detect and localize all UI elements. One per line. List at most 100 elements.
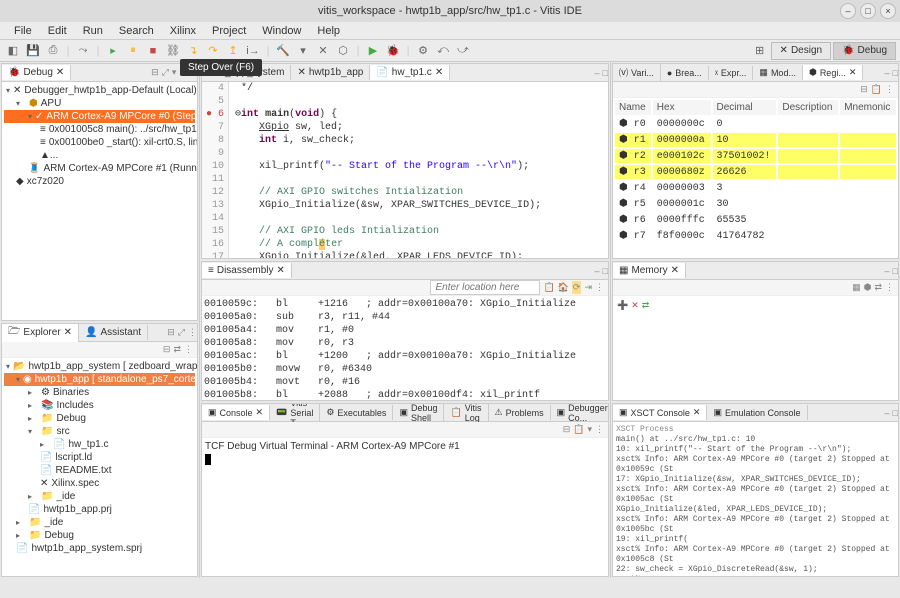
step-over-icon[interactable]: ↷ — [204, 42, 222, 60]
tool-icon[interactable]: 📋 — [543, 282, 554, 293]
tree-item[interactable]: ▾📁 src — [4, 425, 195, 438]
disassembly-line[interactable]: 001005a0: sub r3, r11, #44 — [204, 311, 606, 324]
register-row[interactable]: ⬢ r50000001c30 — [615, 197, 896, 211]
minimize-button[interactable]: ‒ — [840, 3, 856, 19]
instruction-step-icon[interactable]: i→ — [244, 42, 262, 60]
disassembly-line[interactable]: 001005b8: bl +2088 ; addr=0x00100df4: xi… — [204, 389, 606, 400]
maximize-icon[interactable]: □ — [893, 68, 898, 78]
tool-icon[interactable]: ⇄ — [874, 282, 882, 293]
tool-icon[interactable]: ⬢ — [864, 282, 872, 293]
register-row[interactable]: ⬢ r4000000033 — [615, 181, 896, 195]
menu-xilinx[interactable]: Xilinx — [162, 24, 204, 37]
tree-more[interactable]: ▲... — [4, 149, 195, 162]
tree-item[interactable]: ▾✕ Debugger_hwtp1b_app-Default (Local) — [4, 84, 195, 97]
design-perspective[interactable]: ✕ Design — [771, 42, 832, 60]
variables-tab[interactable]: ⒱ Vari... — [613, 64, 661, 81]
register-row[interactable]: ⬢ r30000680z26626 — [615, 165, 896, 179]
disassembly-line[interactable]: 0010059c: bl +1216 ; addr=0x00100a70: XG… — [204, 298, 606, 311]
tool-icon[interactable]: ⊟ — [563, 424, 571, 435]
disconnect-icon[interactable]: ⛓ — [164, 42, 182, 60]
tool-icon[interactable]: ◧ — [4, 42, 22, 60]
open-perspective-icon[interactable]: ⊞ — [751, 42, 769, 60]
tree-item[interactable]: ▸📁 _ide — [4, 490, 195, 503]
registers-table[interactable]: NameHexDecimalDescriptionMnemonic ⬢ r000… — [613, 98, 898, 245]
view-menu-icon[interactable]: ⋮ — [184, 344, 193, 355]
tool-icon[interactable]: ⇥ — [584, 282, 592, 293]
menu-edit[interactable]: Edit — [40, 24, 75, 37]
code-editor[interactable]: 45● 678910111213141516171819202122→23 24… — [202, 82, 608, 258]
emulation-console-tab[interactable]: ▣ Emulation Console — [707, 405, 807, 420]
disassembly-line[interactable]: 001005a8: mov r0, r3 — [204, 337, 606, 350]
maximize-icon[interactable]: □ — [603, 68, 608, 78]
minimize-icon[interactable]: ‒ — [595, 68, 600, 78]
close-button[interactable]: × — [880, 3, 896, 19]
breakpoints-tab[interactable]: ● Brea... — [661, 66, 709, 80]
view-menu-icon[interactable]: ⋮ — [595, 282, 604, 293]
expressions-tab[interactable]: ᵡ Expr... — [709, 66, 754, 80]
assistant-tab[interactable]: 👤 Assistant — [79, 325, 148, 340]
disassembly-line[interactable]: 001005b0: movw r0, #6340 — [204, 363, 606, 376]
register-row[interactable]: ⬢ r10000000a10 — [615, 133, 896, 147]
step-return-icon[interactable]: ↥ — [224, 42, 242, 60]
tool-icon[interactable]: 📋 — [871, 84, 882, 95]
menu-search[interactable]: Search — [111, 24, 162, 37]
stack-frame[interactable]: ≡ 0x00100be0 _start(): xil-crt0.S, line … — [4, 136, 195, 149]
link-icon[interactable]: ⇄ — [173, 344, 181, 355]
tool-icon[interactable]: ⤺ — [434, 42, 452, 60]
minimize-icon[interactable]: ‒ — [885, 266, 890, 276]
registers-tab[interactable]: ⬢ Regi... ✕ — [803, 65, 863, 80]
modules-tab[interactable]: ▦ Mod... — [753, 65, 803, 80]
tree-item[interactable]: ◆ xc7z020 — [4, 175, 195, 188]
tree-item[interactable]: ▾⬢ APU — [4, 97, 195, 110]
memory-tab[interactable]: ▦ Memory ✕ — [613, 263, 686, 278]
register-row[interactable]: ⬢ r60000fffc65535 — [615, 213, 896, 227]
disassembly-line[interactable]: 001005a4: mov r1, #0 — [204, 324, 606, 337]
tool-icon[interactable]: ⟳ — [572, 281, 582, 294]
skip-icon[interactable]: ⤳ — [74, 42, 92, 60]
disassembly-line[interactable]: 001005ac: bl +1200 ; addr=0x00100a70: XG… — [204, 350, 606, 363]
tool-icon[interactable]: ⊟ — [860, 84, 868, 95]
tool-icon[interactable]: ⚙ — [414, 42, 432, 60]
tree-item[interactable]: 📄 lscript.ld — [4, 451, 195, 464]
tab-tool-icon[interactable]: ⤢ — [162, 67, 169, 78]
tree-item[interactable]: 📄 hwtp1b_app_system.sprj — [4, 542, 195, 555]
tree-item-selected[interactable]: ▾✓ ARM Cortex-A9 MPCore #0 (Step Over) — [4, 110, 195, 123]
location-input[interactable] — [430, 280, 540, 295]
debug-icon[interactable]: 🐞 — [384, 42, 402, 60]
save-icon[interactable]: 💾 — [24, 42, 42, 60]
disassembly-tab[interactable]: ≡ Disassembly ✕ — [202, 263, 292, 278]
tool-icon[interactable]: ▾ — [294, 42, 312, 60]
stack-frame[interactable]: ≡ 0x001005c8 main(): ../src/hw_tp1.c, li… — [4, 123, 195, 136]
tab-tool-icon[interactable]: ⊟ — [151, 67, 159, 78]
xilinx-icon[interactable]: ✕ — [314, 42, 332, 60]
tab-tool-icon[interactable]: ⤢ — [178, 327, 185, 338]
remove-icon[interactable]: ✕ — [631, 300, 639, 311]
tree-item[interactable]: ▾📂 hwtp1b_app_system [ zedboard_wrapper … — [4, 360, 195, 373]
maximize-icon[interactable]: □ — [893, 266, 898, 276]
save-all-icon[interactable]: ⎙ — [44, 42, 62, 60]
tree-item-selected[interactable]: ▾◉ hwtp1b_app [ standalone_ps7_cortexa9_… — [4, 373, 195, 386]
minimize-icon[interactable]: ‒ — [885, 68, 890, 78]
editor-tab[interactable]: ✕ hwtp1b_app — [291, 65, 370, 80]
tool-icon[interactable]: ⤻ — [454, 42, 472, 60]
maximize-icon[interactable]: □ — [893, 408, 898, 418]
view-menu-icon[interactable]: ⋮ — [188, 327, 197, 338]
tool-icon[interactable]: 📋 — [573, 424, 584, 435]
tree-item[interactable]: ▸📚 Includes — [4, 399, 195, 412]
step-into-icon[interactable]: ↴ — [184, 42, 202, 60]
tool-icon[interactable]: ▾ — [587, 424, 592, 435]
tool-icon[interactable]: ⇄ — [642, 300, 650, 311]
terminate-icon[interactable]: ■ — [144, 42, 162, 60]
menu-file[interactable]: File — [6, 24, 40, 37]
view-menu-icon[interactable]: ▾ — [172, 67, 177, 78]
maximize-button[interactable]: □ — [860, 3, 876, 19]
debug-tab[interactable]: 🐞 Debug ✕ — [2, 65, 71, 80]
tool-icon[interactable]: ▦ — [852, 282, 861, 293]
register-row[interactable]: ⬢ r7f8f0000c41764782 — [615, 229, 896, 243]
debug-perspective[interactable]: 🐞 Debug — [833, 42, 896, 60]
resume-icon[interactable]: ▸ — [104, 42, 122, 60]
register-row[interactable]: ⬢ r2e000102c37501002! — [615, 149, 896, 163]
minimize-icon[interactable]: ‒ — [885, 408, 890, 418]
minimize-icon[interactable]: ‒ — [595, 266, 600, 276]
add-icon[interactable]: ➕ — [617, 300, 628, 311]
